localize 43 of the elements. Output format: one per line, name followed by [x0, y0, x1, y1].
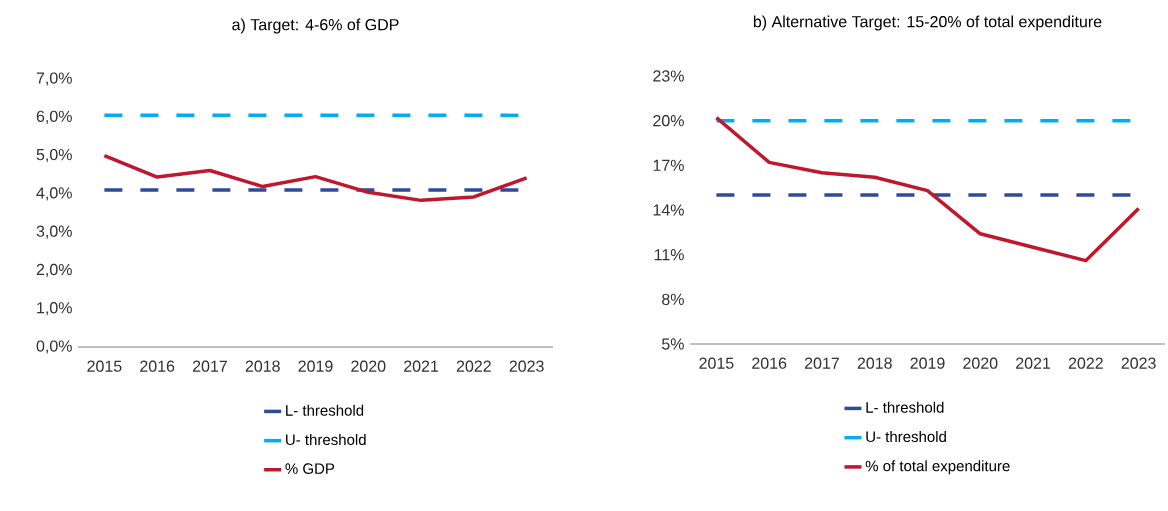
legend-label: % GDP: [285, 463, 335, 474]
x-tick-label: 2019: [298, 360, 333, 372]
chart-title: a) Target: 4-6% of GDP: [232, 18, 399, 34]
legend-label: U- threshold: [286, 434, 366, 446]
y-tick-label: 4,0%: [36, 187, 72, 201]
line-series: [102, 153, 529, 203]
legend-label: U- threshold: [866, 431, 946, 443]
x-tick-label: 2021: [404, 360, 439, 372]
x-tick-label: 2020: [351, 360, 386, 372]
x-tick-label: 2017: [192, 360, 227, 372]
y-tick-label: 23%: [653, 70, 684, 82]
y-tick-label: 17%: [653, 159, 684, 171]
y-tick-label: 8%: [662, 293, 684, 305]
chart-title: b) Alternative Target: 15-20% of total expenditure: [753, 15, 1102, 31]
x-tick-label: 2022: [1068, 357, 1103, 369]
x-tick-label: 2023: [509, 360, 544, 372]
x-tick-label: 2023: [1121, 357, 1156, 369]
x-tick-label: 2018: [857, 357, 892, 369]
line-series: [714, 115, 1141, 263]
y-tick-label: 0,0%: [36, 340, 72, 354]
x-tick-label: 2015: [87, 360, 122, 372]
legend-label: L- threshold: [866, 401, 944, 413]
legend-label: L- threshold: [286, 404, 364, 416]
x-tick-label: 2015: [699, 357, 734, 369]
y-tick-label: 2,0%: [36, 263, 72, 278]
x-tick-label: 2019: [910, 357, 945, 369]
legend-label: % of total expenditure: [865, 460, 1010, 475]
x-tick-label: 2016: [140, 360, 175, 372]
x-tick-label: 2017: [804, 357, 839, 369]
x-tick-label: 2022: [456, 360, 491, 372]
y-tick-label: 1,0%: [37, 302, 72, 316]
x-tick-label: 2018: [245, 360, 280, 372]
y-tick-label: 14%: [653, 204, 684, 216]
y-tick-label: 20%: [653, 115, 684, 127]
y-tick-label: 3,0%: [36, 225, 72, 239]
y-tick-label: 6,0%: [36, 110, 72, 124]
y-tick-label: 5%: [661, 338, 684, 350]
x-tick-label: 2021: [1016, 357, 1051, 369]
y-tick-label: 5,0%: [36, 148, 72, 163]
x-tick-label: 2020: [963, 357, 998, 369]
x-tick-label: 2016: [752, 357, 787, 369]
y-tick-label: 7,0%: [36, 72, 72, 86]
y-tick-label: 11%: [654, 249, 684, 261]
